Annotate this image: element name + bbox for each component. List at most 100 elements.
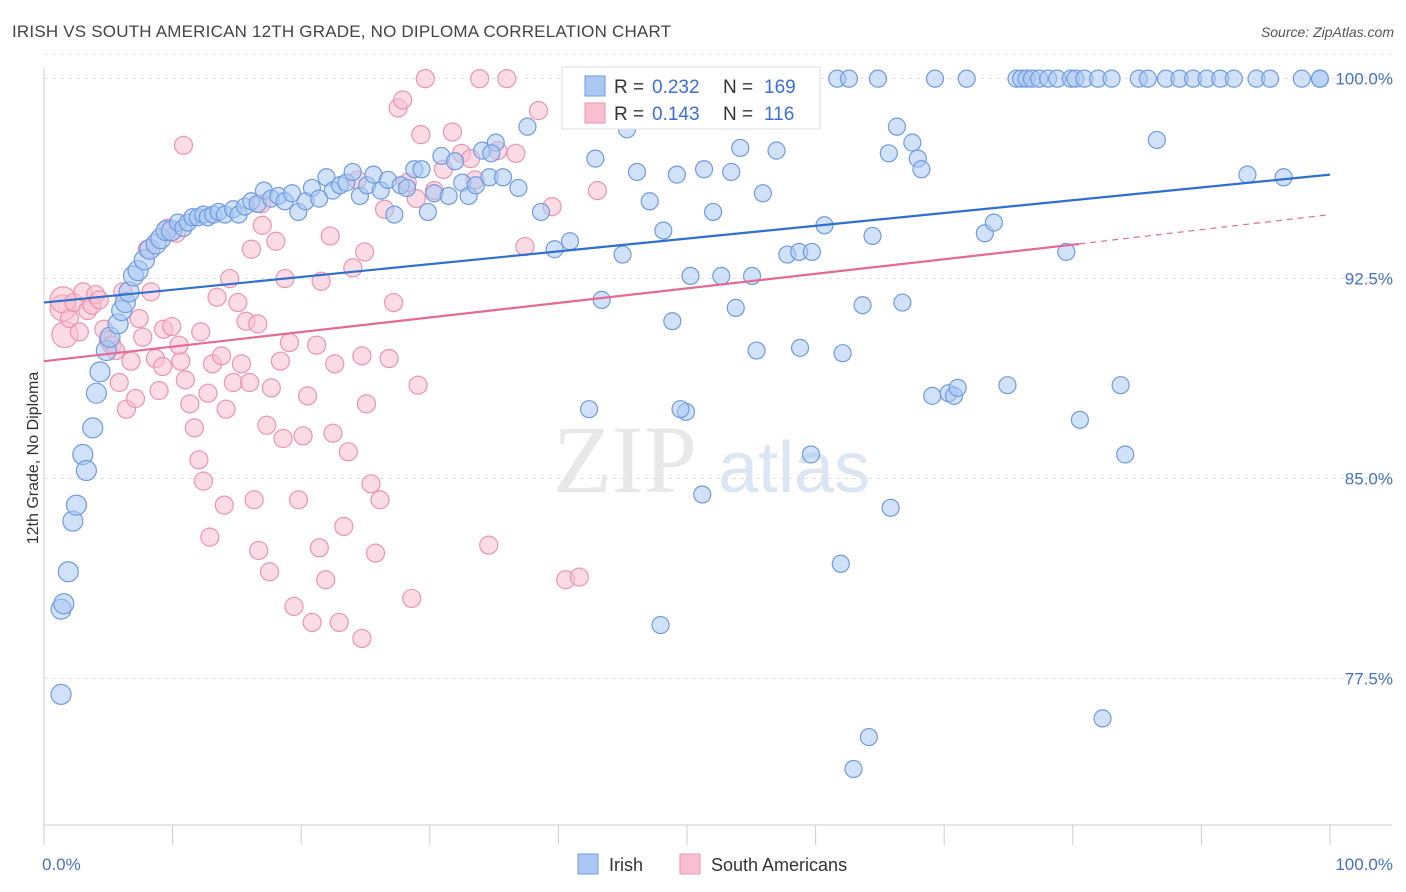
axes — [43, 68, 1392, 845]
south-americans-point — [193, 471, 214, 491]
legend-r-label-irish: R = — [614, 77, 644, 98]
irish-point — [53, 593, 75, 615]
south-americans-point — [69, 322, 89, 342]
south-americans-point — [207, 287, 227, 307]
irish-point — [879, 144, 898, 163]
south-americans-point — [261, 378, 281, 398]
stats-legend: R = 0.232 N = 169 R = 0.143 N = 116 — [561, 66, 821, 130]
south-americans-point — [325, 354, 345, 374]
irish-point — [1093, 709, 1112, 728]
irish-point — [925, 69, 945, 88]
south-americans-point — [216, 399, 236, 419]
south-americans-point — [355, 242, 375, 262]
irish-point — [1102, 69, 1121, 88]
sa-trend-line — [43, 242, 1080, 363]
south-americans-point — [393, 90, 413, 110]
irish-point — [385, 205, 404, 224]
irish-point — [722, 162, 741, 182]
irish-point — [509, 178, 528, 198]
legend-r-irish: 0.232 — [652, 77, 700, 98]
irish-point — [1138, 69, 1157, 88]
irish-point — [831, 554, 850, 573]
irish-point — [518, 117, 537, 136]
south-americans-point — [356, 394, 377, 414]
irish-point — [1111, 376, 1130, 395]
south-americans-point — [184, 418, 204, 438]
irish-point — [579, 400, 599, 419]
south-americans-point — [309, 538, 329, 558]
south-americans-point — [259, 562, 280, 582]
irish-point — [948, 378, 967, 397]
south-americans-point — [214, 495, 234, 515]
irish-point — [85, 382, 107, 404]
irish-point — [545, 240, 564, 259]
legend-n-irish: 169 — [764, 77, 796, 98]
south-americans-point — [515, 236, 535, 257]
legend-r-sa: 0.143 — [652, 104, 700, 125]
legend-swatch-irish — [584, 75, 606, 97]
irish-point — [802, 242, 821, 262]
south-americans-point — [109, 372, 129, 393]
bottom-legend-sa: South Americans — [711, 855, 847, 875]
south-americans-point — [415, 69, 435, 89]
irish-point — [613, 245, 632, 264]
south-americans-point — [316, 570, 336, 590]
south-americans-point — [121, 351, 141, 371]
irish-point — [282, 184, 302, 203]
south-americans-point — [270, 351, 291, 371]
irish-point — [863, 226, 882, 246]
irish-point — [767, 141, 786, 160]
south-americans-point — [162, 316, 182, 337]
irish-point — [859, 727, 878, 747]
south-americans-point — [370, 490, 390, 510]
irish-point — [343, 162, 362, 182]
irish-point — [853, 296, 872, 315]
south-americans-point — [323, 423, 343, 443]
south-americans-point — [231, 354, 252, 374]
irish-point — [1147, 130, 1166, 150]
bottom-legend-swatch-irish — [577, 853, 599, 875]
irish-point — [1224, 69, 1243, 88]
y-tick-label: 92.5% — [1345, 270, 1393, 289]
irish-point — [310, 189, 329, 208]
south-americans-point — [244, 490, 264, 510]
irish-trend-line — [43, 173, 1331, 304]
south-americans-point — [343, 258, 363, 278]
irish-point — [893, 293, 912, 312]
irish-point — [912, 160, 931, 179]
irish-point — [694, 160, 714, 179]
y-tick-label: 85.0% — [1345, 469, 1393, 488]
south-americans-point — [125, 388, 146, 409]
south-americans-point — [252, 215, 272, 235]
south-americans-point — [171, 351, 191, 371]
south-americans-point — [191, 322, 211, 342]
south-americans-point — [273, 428, 293, 449]
irish-point — [1274, 168, 1293, 187]
y-tick-label: 77.5% — [1345, 669, 1393, 688]
irish-point — [704, 202, 723, 222]
irish-point — [801, 445, 821, 464]
south-americans-point — [470, 69, 490, 89]
irish-point — [1238, 165, 1257, 184]
irish-point — [998, 376, 1017, 395]
irish-point — [592, 290, 611, 309]
bottom-legend-swatch-sa — [679, 853, 701, 875]
chart-source: Source: ZipAtlas.com — [1260, 24, 1394, 40]
irish-point — [844, 759, 863, 779]
irish-point — [412, 160, 431, 179]
irish-point — [868, 69, 888, 88]
irish-point — [89, 361, 111, 383]
south-americans-point — [402, 588, 422, 609]
south-americans-point — [302, 612, 322, 633]
irish-point — [726, 298, 745, 317]
south-americans-point — [249, 540, 269, 561]
irish-point — [1070, 410, 1089, 429]
irish-point — [887, 117, 907, 136]
irish-point — [482, 144, 501, 163]
irish-point — [923, 386, 942, 405]
irish-point — [57, 561, 79, 583]
south-americans-point — [338, 442, 358, 462]
irish-point — [712, 266, 731, 286]
y-tick-label: 100.0% — [1335, 70, 1393, 89]
watermark-atlas: atlas — [718, 428, 870, 508]
